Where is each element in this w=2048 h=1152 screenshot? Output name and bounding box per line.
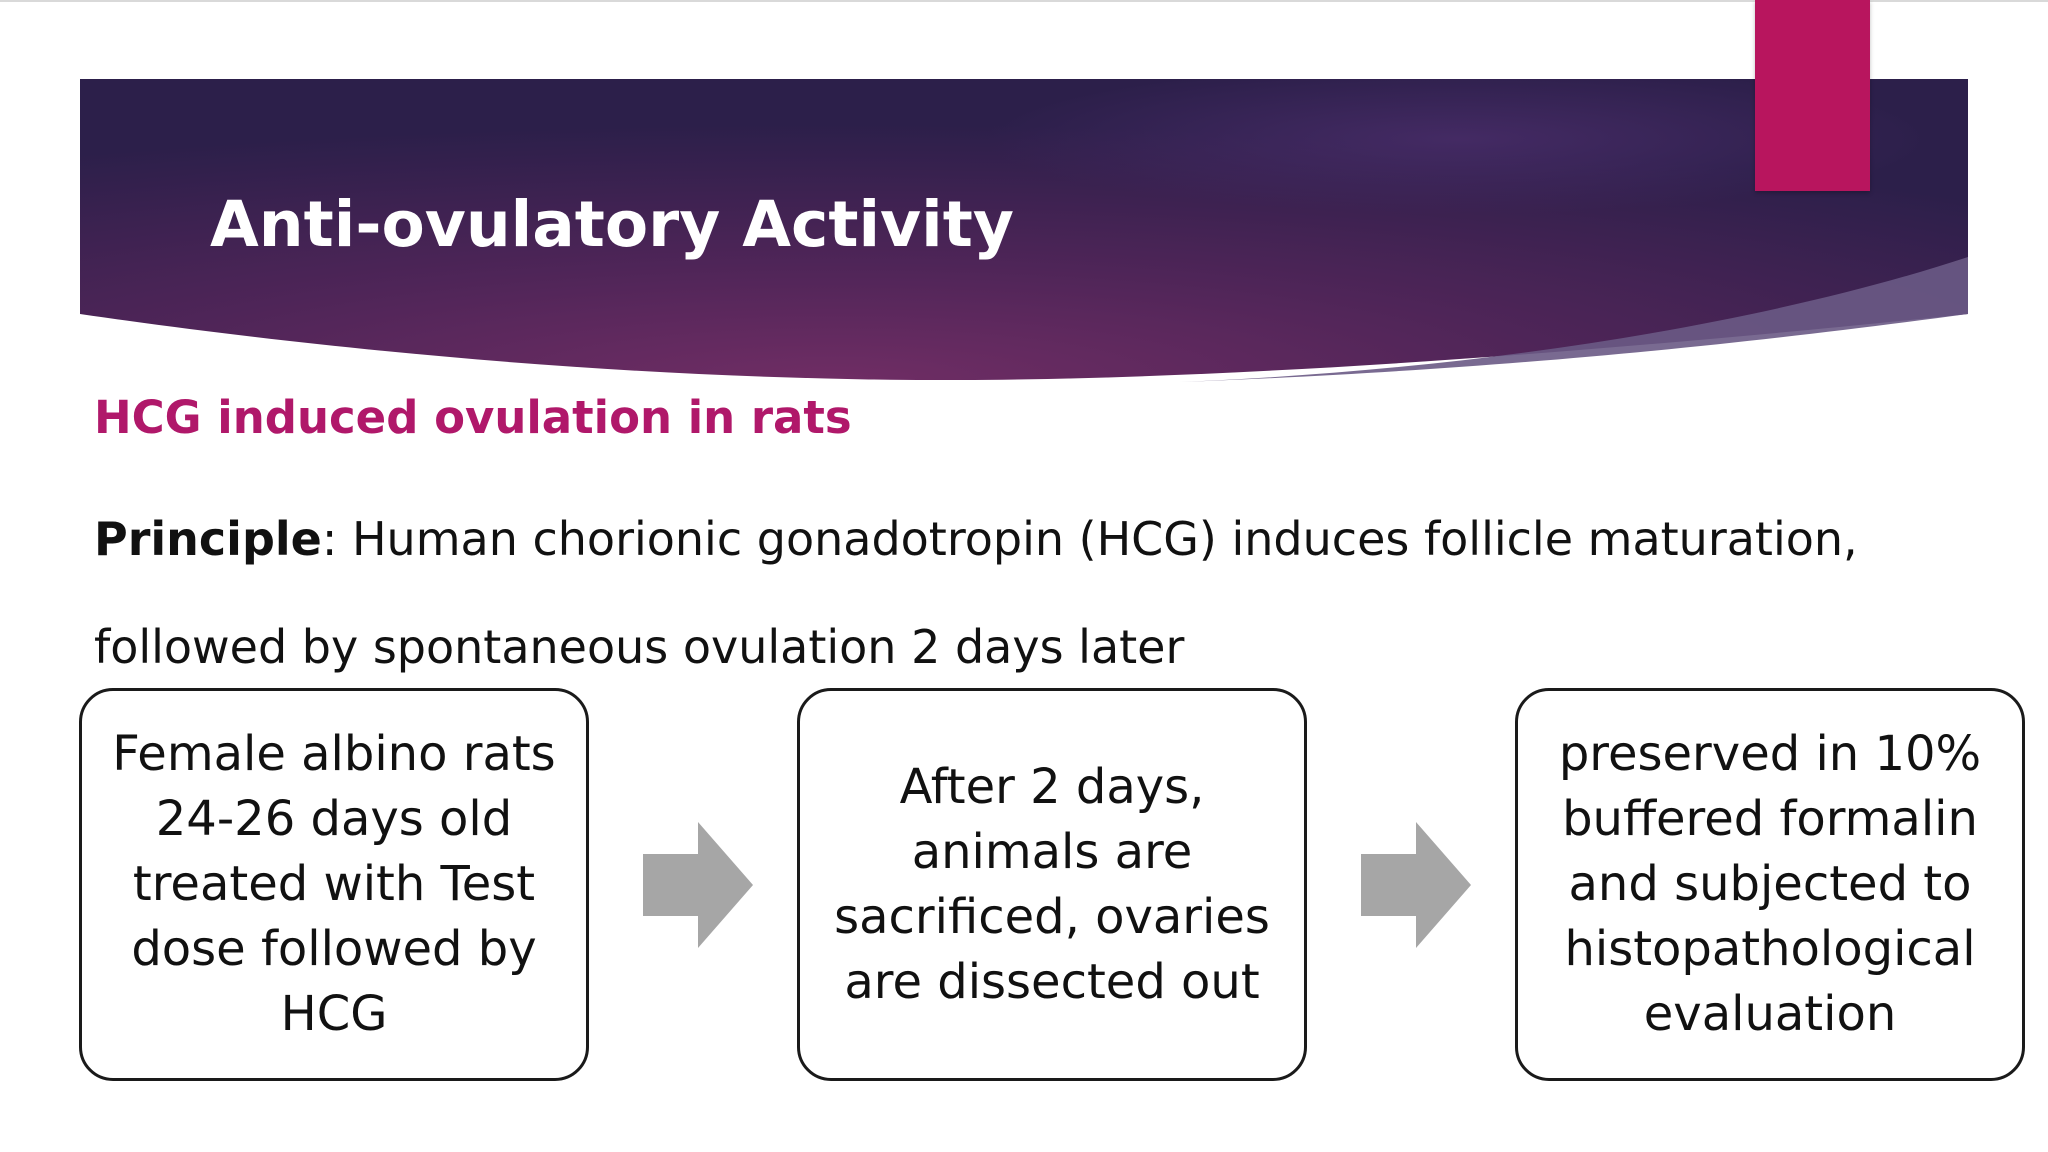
flow-step-3: preserved in 10% buffered formalin and s… — [1515, 688, 2025, 1081]
flow-step-text: Female albino rats 24-26 days old treate… — [112, 726, 556, 1042]
flow-step-2: After 2 days, animals are sacrificed, ov… — [797, 688, 1307, 1081]
top-divider — [0, 0, 2048, 2]
slide-title: Anti-ovulatory Activity — [210, 188, 1014, 261]
accent-tab — [1755, 0, 1870, 191]
right-arrow-icon — [643, 822, 753, 948]
principle-label: Principle — [94, 512, 322, 566]
flow-step-text: preserved in 10% buffered formalin and s… — [1558, 726, 1982, 1042]
title-banner — [80, 79, 1968, 384]
principle-paragraph: Principle: Human chorionic gonadotropin … — [94, 485, 1994, 701]
slide-subtitle: HCG induced ovulation in rats — [94, 391, 852, 444]
flow-step-text: After 2 days, animals are sacrificed, ov… — [834, 758, 1270, 1010]
flow-step-1: Female albino rats 24-26 days old treate… — [79, 688, 589, 1081]
right-arrow-icon — [1361, 822, 1471, 948]
principle-text: : Human chorionic gonadotropin (HCG) ind… — [94, 512, 1858, 674]
